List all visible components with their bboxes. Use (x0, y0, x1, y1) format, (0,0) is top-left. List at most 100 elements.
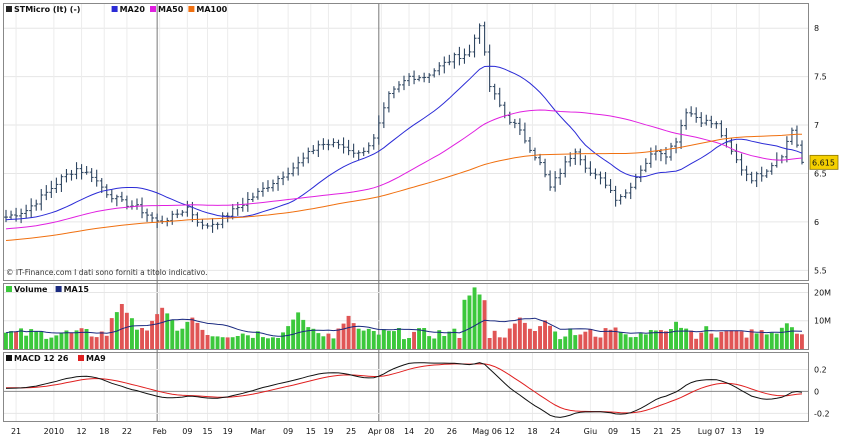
ohlc-bar (271, 179, 276, 192)
ohlc-bar (497, 87, 502, 108)
volume-legend-label: Volume (14, 285, 48, 294)
ohlc-bar (326, 139, 331, 151)
macd-legend-swatch (6, 355, 12, 361)
volume-bar (643, 334, 648, 349)
volume-bar (573, 335, 578, 349)
x-tick-label: Giu (584, 427, 598, 436)
ohlc-bar (64, 169, 69, 183)
volume-bar (215, 336, 220, 349)
ohlc-bar (265, 180, 270, 192)
ohlc-bar (638, 165, 643, 183)
ohlc-bar (391, 86, 396, 99)
ohlc-bar (744, 165, 749, 182)
volume-bar (699, 332, 704, 349)
volume-bar (462, 299, 467, 349)
ohlc-bar (412, 70, 417, 85)
volume-bar (326, 333, 331, 349)
x-tick-label: 24 (550, 427, 560, 436)
ohlc-bar (4, 209, 8, 223)
ohlc-bar (764, 169, 769, 178)
source-note: © IT-Finance.com I dati sono forniti a t… (6, 268, 207, 277)
ohlc-bar (553, 171, 558, 192)
volume-bar (271, 337, 275, 349)
ohlc-bar (769, 162, 774, 175)
ohlc-bar (356, 150, 361, 161)
ohlc-bar (361, 147, 366, 157)
ohlc-bar (789, 127, 794, 145)
x-tick-label: 25 (346, 427, 356, 436)
x-tick-label: Lug 07 (698, 427, 725, 436)
ma100-line (5, 133, 802, 241)
price-ytick-label: 6 (814, 218, 819, 227)
volume-bar (109, 318, 114, 349)
ohlc-bar (59, 174, 64, 192)
volume-bar (376, 334, 381, 349)
ohlc-bar (603, 171, 608, 189)
ohlc-bar (336, 139, 341, 149)
x-tick-label: 19 (754, 427, 764, 436)
ohlc-bar (704, 114, 709, 126)
volume-bar (381, 329, 386, 349)
ohlc-bar (311, 145, 316, 155)
volume-bar (24, 335, 29, 349)
ohlc-bar (487, 44, 492, 92)
volume-bar (543, 320, 547, 349)
ohlc-bar (709, 115, 714, 128)
volume-bar (679, 327, 683, 349)
volume-bar (558, 339, 563, 349)
ma20-line (5, 65, 803, 221)
volume-bar (739, 331, 744, 349)
ohlc-bar (255, 188, 260, 200)
ohlc-bar (396, 81, 401, 93)
ohlc-bar (109, 189, 114, 203)
volume-bar (664, 331, 668, 349)
volume-bar (613, 327, 618, 349)
ohlc-bar (49, 180, 54, 198)
volume-bar (331, 338, 336, 349)
volume-bar (200, 329, 205, 349)
ohlc-bar (588, 161, 593, 176)
ohlc-bar (250, 192, 255, 202)
ma50-line (5, 109, 803, 230)
ohlc-bar (749, 171, 754, 184)
ohlc-bar (578, 148, 583, 166)
volume-bar (522, 322, 527, 349)
ohlc-bar (89, 168, 94, 183)
x-tick-label: 09 (182, 427, 192, 436)
x-tick-label: 2010 (44, 427, 64, 436)
x-tick-label: 09 (608, 427, 618, 436)
ohlc-bar (245, 192, 250, 212)
volume-bar (255, 331, 260, 349)
volume-bar (386, 330, 391, 349)
ohlc-bar (492, 83, 497, 100)
macd-legend-label: MA9 (86, 354, 106, 363)
volume-bar (397, 328, 401, 349)
ohlc-bar (608, 179, 613, 193)
ohlc-bar (618, 194, 623, 205)
volume-bar (225, 337, 230, 349)
ohlc-bar (150, 212, 155, 222)
ohlc-bar (341, 137, 346, 154)
volume-bar (779, 327, 784, 349)
volume-bar (301, 319, 306, 349)
volume-bar (89, 336, 94, 349)
volume-bar (407, 338, 411, 349)
ohlc-bar (694, 107, 699, 123)
volume-bar (185, 321, 190, 349)
x-tick-label: 22 (122, 427, 132, 436)
price-panel (3, 3, 809, 281)
volume-bar (608, 329, 613, 349)
ohlc-bar (180, 210, 185, 217)
volume-bar (417, 328, 421, 349)
volume-bar (578, 334, 583, 349)
volume-bar (64, 330, 69, 349)
ohlc-bar (548, 170, 553, 191)
price-ytick-label: 6.5 (814, 169, 827, 178)
volume-bar (245, 335, 250, 349)
volume-bar (366, 328, 371, 349)
volume-bar (266, 338, 270, 349)
ohlc-bar (170, 210, 175, 225)
x-tick-label: 21 (653, 427, 663, 436)
